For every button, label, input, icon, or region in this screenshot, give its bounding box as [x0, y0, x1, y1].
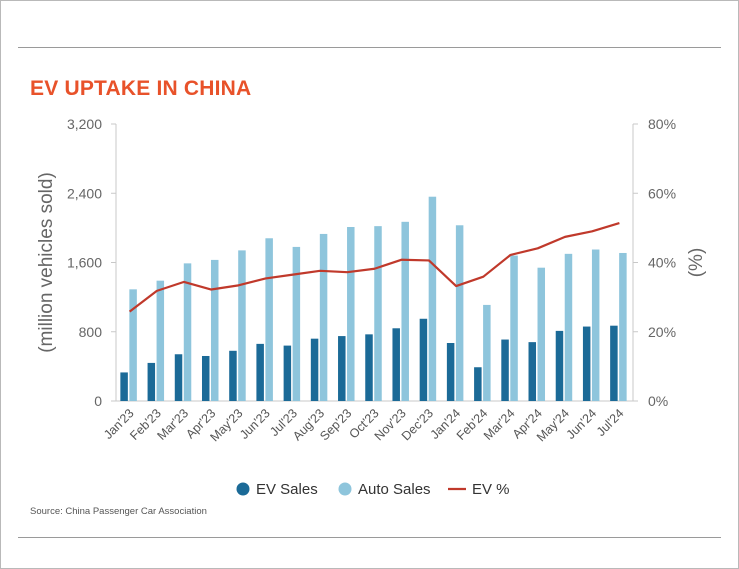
x-tick-label: Jun'23 [237, 406, 273, 442]
right-tick-label: 80% [648, 116, 676, 132]
left-tick-label: 1,600 [67, 255, 102, 271]
auto-sales-bar [564, 253, 573, 401]
auto-sales-bar [455, 225, 464, 401]
auto-sales-bar [292, 246, 301, 401]
auto-sales-bar [129, 289, 137, 401]
ev-sales-bars [120, 318, 618, 401]
ev-sales-bar [147, 362, 156, 401]
auto-sales-bar [347, 227, 355, 401]
right-tick-label: 0% [648, 393, 668, 409]
ev-percent-line-layer [128, 221, 620, 313]
left-tick-label: 3,200 [67, 116, 102, 132]
ev-sales-bar [174, 354, 183, 401]
auto-sales-bar [401, 221, 409, 401]
auto-sales-bar [265, 238, 273, 401]
ev-sales-bar [474, 367, 482, 401]
x-tick-label: Jun'24 [564, 406, 600, 442]
ev-sales-bar [256, 343, 264, 401]
ev-sales-bar [338, 336, 346, 401]
ev-sales-bar [392, 328, 400, 401]
top-divider [18, 47, 721, 48]
ev-sales-bar [201, 355, 210, 401]
y2-axis-title: (%) [686, 248, 707, 278]
right-tick-label: 60% [648, 185, 676, 201]
source-note: Source: China Passenger Car Association [30, 506, 207, 517]
auto-sales-bar [591, 249, 600, 401]
x-tick-label: Mar'23 [154, 406, 191, 443]
ev-sales-bar [446, 343, 455, 401]
y-axis-title: (million vehicles sold) [36, 172, 57, 353]
legend-ev-sales-label: EV Sales [256, 481, 318, 498]
bottom-divider [18, 537, 721, 538]
ev-sales-bar [610, 325, 618, 401]
ev-sales-bar [555, 330, 564, 401]
legend-ev-sales-marker [236, 482, 250, 496]
auto-sales-bar [374, 226, 382, 401]
auto-sales-bar [537, 267, 546, 401]
auto-sales-bar [619, 252, 627, 401]
ev-sales-bar [283, 345, 292, 401]
auto-sales-bar [510, 255, 518, 401]
ev-sales-bar [229, 350, 237, 401]
x-tick-label: Jul'24 [594, 406, 627, 439]
auto-sales-bar [156, 280, 165, 401]
ev-sales-bar [501, 339, 509, 401]
x-tick-label: Mar'24 [481, 406, 518, 443]
ev-sales-bar [528, 342, 537, 401]
auto-sales-bar [428, 196, 437, 401]
legend-auto-sales-label: Auto Sales [358, 481, 431, 498]
ev-sales-bar [365, 334, 373, 401]
chart-title: EV UPTAKE IN CHINA [30, 77, 252, 100]
ev-percent-line [128, 221, 620, 313]
legend-auto-sales-marker [338, 482, 352, 496]
legend: EV Sales Auto Sales EV % [236, 481, 510, 498]
left-tick-label: 0 [94, 393, 102, 409]
auto-sales-bar [483, 304, 491, 401]
auto-sales-bar [319, 233, 328, 401]
auto-sales-bar [210, 259, 219, 401]
right-tick-label: 40% [648, 255, 676, 271]
left-tick-label: 2,400 [67, 185, 102, 201]
auto-sales-bar [238, 250, 246, 401]
right-tick-label: 20% [648, 324, 676, 340]
ev-sales-bar [419, 318, 428, 401]
auto-sales-bars [129, 196, 627, 401]
auto-sales-bar [183, 263, 192, 401]
left-tick-label: 800 [79, 324, 103, 340]
ev-sales-bar [582, 326, 591, 401]
legend-ev-percent-label: EV % [472, 481, 510, 498]
ev-sales-bar [310, 338, 319, 401]
ev-sales-bar [120, 372, 128, 401]
